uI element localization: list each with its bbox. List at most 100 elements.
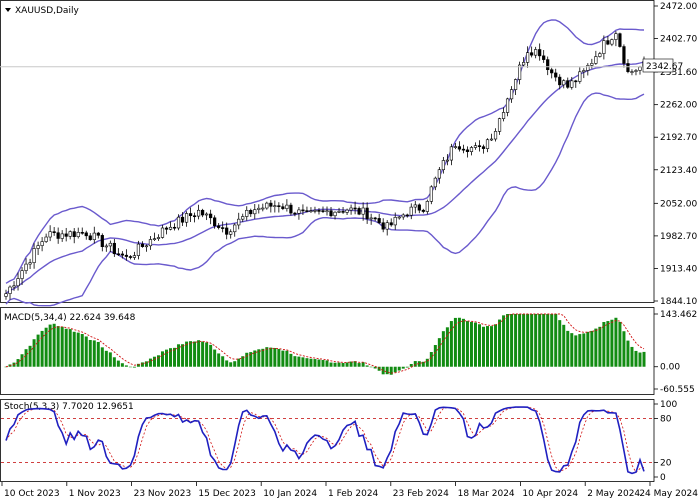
candle-body [594, 56, 598, 64]
macd-bar [277, 349, 281, 367]
macd-signal-path [5, 313, 645, 374]
macd-bar [249, 352, 253, 367]
candle-body [453, 146, 458, 148]
macd-bar [514, 314, 518, 367]
candle-body [505, 98, 510, 113]
macd-bar [401, 366, 405, 369]
macd-bar [546, 314, 550, 367]
candle-body [582, 70, 586, 73]
candle-body [8, 286, 12, 294]
macd-bar [365, 365, 369, 367]
price-tick-label: 2262.00 [660, 101, 697, 111]
macd-bar [28, 345, 32, 367]
macd-bar [610, 319, 614, 367]
time-tick-label: 1 Feb 2024 [328, 489, 379, 499]
candle-body [269, 202, 273, 207]
candle-body [297, 209, 301, 214]
candle-body [225, 227, 229, 235]
candle-body [88, 235, 92, 240]
macd-bar [197, 340, 201, 367]
macd-bar [566, 330, 570, 367]
macd-bar [486, 326, 490, 367]
macd-bar [558, 320, 562, 367]
candle-body [172, 226, 177, 229]
candle-body [602, 40, 606, 54]
candle-body [201, 209, 205, 216]
macd-bar [104, 350, 108, 367]
candle-body [562, 80, 566, 86]
stoch-axis-ticks: 100 80 20 0 [654, 400, 677, 483]
macd-bar [265, 347, 269, 367]
macd-tick-label: 0.00 [660, 363, 680, 373]
candle-body [176, 216, 181, 229]
candle-body [477, 145, 482, 147]
candle-body [437, 169, 441, 179]
price-tick-label: 2123.40 [660, 166, 697, 176]
candle-body [405, 214, 409, 217]
candle-body [313, 210, 317, 212]
macd-bar [108, 352, 112, 367]
dropdown-triangle-icon[interactable] [5, 8, 11, 12]
macd-bar [273, 348, 277, 367]
candle-body [538, 49, 542, 57]
price-tick-label: 2472.00 [660, 2, 697, 12]
candle-body [136, 243, 141, 256]
candle-body [205, 213, 209, 216]
time-tick-label: 2 May 2024 [587, 489, 640, 499]
macd-bar [4, 366, 8, 368]
macd-bar [594, 328, 598, 367]
candle-body [68, 231, 72, 237]
macd-bar [80, 333, 84, 367]
macd-bar [498, 319, 502, 367]
macd-tick-label: -60.555 [660, 385, 695, 395]
macd-bar [229, 362, 233, 367]
candle-body [457, 146, 462, 150]
candle-body [156, 237, 161, 239]
macd-bar [169, 348, 173, 367]
candle-body [397, 216, 401, 219]
macd-bar [490, 326, 494, 367]
current-price-box [642, 58, 674, 73]
candle-body [152, 238, 157, 240]
candle-body [610, 39, 614, 45]
candle-body [273, 205, 277, 207]
macd-bar [542, 314, 546, 367]
macd-bar [518, 314, 522, 367]
macd-bar [494, 324, 498, 367]
candle-body [389, 222, 393, 226]
macd-bar [36, 334, 40, 367]
candle-body [481, 146, 486, 149]
candle-body [144, 245, 149, 248]
macd-bar [522, 314, 526, 367]
macd-bar [534, 314, 538, 367]
candle-body [337, 211, 341, 213]
macd-bar [152, 356, 156, 367]
macd-bar [409, 363, 413, 367]
candle-body [365, 207, 369, 220]
candle-body [188, 213, 193, 217]
candle-body [606, 40, 610, 45]
macd-bar [293, 356, 297, 367]
candle-body [493, 131, 498, 140]
macd-bar [88, 339, 92, 367]
candle-body [377, 218, 381, 224]
time-tick-label: 15 Dec 2023 [198, 489, 256, 499]
price-tick-label: 2052.00 [660, 199, 697, 209]
macd-bar [100, 347, 104, 367]
candle-body [626, 63, 630, 72]
candle-body [417, 204, 421, 211]
macd-bar [120, 363, 124, 367]
macd-bar [40, 330, 44, 367]
candle-body [489, 138, 494, 141]
candle-body [301, 209, 305, 212]
stoch-main-path [5, 406, 645, 475]
stoch-tick-label: 0 [660, 473, 666, 483]
macd-bar [177, 344, 181, 367]
current-price-tag: 2342.67 [0, 58, 683, 73]
macd-bar [586, 331, 590, 367]
candle-body [530, 52, 534, 56]
macd-bar [349, 361, 353, 367]
macd-bar [554, 314, 558, 367]
